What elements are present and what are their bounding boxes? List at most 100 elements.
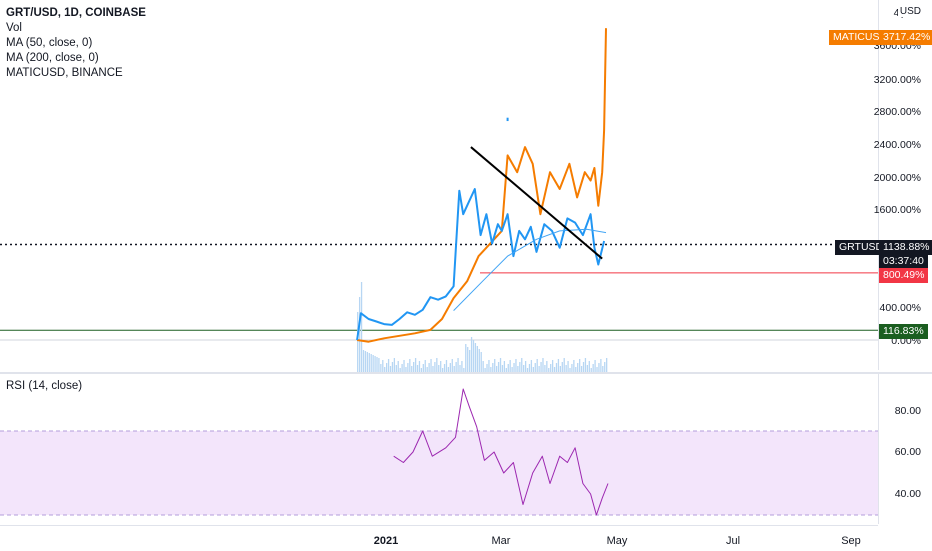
- volume-bar: [391, 362, 394, 372]
- volume-bar: [441, 368, 444, 372]
- volume-bar: [488, 360, 490, 372]
- volume-bar: [551, 360, 554, 372]
- legend-item-ma50[interactable]: MA (50, close, 0): [6, 37, 93, 49]
- volume-bar: [368, 353, 370, 372]
- volume-bar: [445, 360, 448, 372]
- price-tick: 400.00%: [879, 302, 921, 314]
- volume-bar: [484, 368, 486, 372]
- volume-bar: [449, 363, 451, 372]
- grtusd-name-badge: GRTUSD: [835, 240, 888, 255]
- volume-bar: [465, 344, 467, 372]
- volume-bar: [592, 364, 594, 372]
- volume-bar: [399, 368, 401, 372]
- volume-bar: [513, 363, 515, 372]
- volume-bar: [565, 365, 567, 372]
- volume-bar: [360, 282, 363, 372]
- legend-item-volume[interactable]: Vol: [6, 22, 22, 34]
- volume-bar: [542, 358, 544, 372]
- volume-bar: [526, 368, 529, 372]
- legend-item-compare-matic[interactable]: MATICUSD, BINANCE: [6, 67, 123, 79]
- volume-bar: [530, 360, 533, 372]
- volume-bar: [463, 368, 465, 372]
- volume-bar: [413, 362, 415, 372]
- rsi-band: [0, 431, 878, 515]
- volume-bar: [486, 364, 488, 372]
- volume-bar: [567, 361, 569, 372]
- volume-bar: [401, 364, 403, 372]
- volume-bar: [577, 363, 579, 372]
- volume-bar: [459, 365, 461, 372]
- chart-svg[interactable]: [0, 0, 878, 525]
- volume-bar: [538, 366, 540, 372]
- volume-bar: [470, 337, 473, 372]
- volume-bar: [422, 364, 424, 372]
- volume-bar: [586, 365, 589, 372]
- axis-unit-label[interactable]: USD: [897, 6, 923, 17]
- volume-bar: [582, 362, 585, 372]
- volume-bar: [497, 362, 500, 372]
- volume-bar: [372, 355, 374, 372]
- volume-bar: [376, 357, 378, 372]
- rsi-tick: 60.00: [894, 446, 921, 458]
- price-tick: 2000.00%: [873, 172, 921, 184]
- volume-bar: [600, 359, 602, 372]
- volume-bar: [559, 366, 561, 372]
- volume-bar: [588, 361, 590, 372]
- price-tick: 2400.00%: [873, 139, 921, 151]
- volume-bar: [503, 361, 506, 372]
- volume-bar: [571, 364, 573, 372]
- volume-bar: [540, 362, 542, 372]
- level-red-badge: 800.49%: [879, 268, 929, 283]
- volume-bar: [546, 361, 548, 372]
- volume-bar: [536, 359, 538, 372]
- grtusd-value-badge: 1138.88%: [879, 240, 932, 255]
- series-line-rsi: [393, 388, 609, 516]
- volume-bar: [563, 358, 565, 372]
- time-label: Sep: [841, 535, 861, 547]
- volume-bar: [557, 359, 560, 372]
- drawn-trendline: [470, 146, 603, 260]
- chart-legend: GRT/USD, 1D, COINBASE Vol MA (50, close,…: [6, 6, 146, 81]
- volume-bar: [380, 364, 382, 372]
- volume-bar: [386, 363, 388, 372]
- volume-bar: [409, 359, 411, 372]
- volume-bar: [358, 297, 361, 372]
- volume-bar: [453, 366, 455, 372]
- volume-bar: [517, 366, 519, 372]
- volume-bar: [511, 367, 513, 372]
- volume-bar: [580, 366, 583, 372]
- volume-bar: [553, 367, 556, 372]
- volume-bar: [457, 358, 459, 372]
- volume-bar: [443, 364, 446, 372]
- volume-bar: [384, 367, 386, 372]
- volume-bar: [590, 368, 592, 372]
- volume-bar: [544, 365, 546, 372]
- volume-bar: [515, 359, 517, 372]
- time-axis[interactable]: 2021 Mar May Jul Sep: [0, 525, 878, 551]
- volume-bar: [366, 352, 368, 372]
- volume-bar: [480, 352, 482, 372]
- volume-bar: [478, 349, 480, 372]
- volume-bar: [499, 358, 502, 372]
- volume-bar: [534, 363, 536, 372]
- volume-bar: [426, 367, 428, 372]
- volume-bar: [523, 365, 525, 372]
- volume-bar: [438, 365, 440, 372]
- volume-bar: [528, 364, 531, 372]
- price-axis[interactable]: 4( USD 3600.00% 3200.00% 2800.00% 2400.0…: [829, 0, 932, 370]
- pane-separator[interactable]: [0, 372, 932, 374]
- volume-bar: [420, 368, 423, 372]
- volume-bar: [507, 364, 509, 372]
- rsi-legend[interactable]: RSI (14, close): [6, 380, 83, 392]
- legend-item-ma200[interactable]: MA (200, close, 0): [6, 52, 99, 64]
- time-label: 2021: [373, 535, 399, 547]
- rsi-axis[interactable]: 80.00 60.00 40.00: [878, 374, 932, 524]
- volume-bar: [596, 367, 598, 372]
- time-label: Jul: [725, 535, 741, 547]
- price-tick: 1600.00%: [873, 204, 921, 216]
- volume-bar: [428, 363, 430, 372]
- symbol-title[interactable]: GRT/USD, 1D, COINBASE: [6, 7, 146, 19]
- volume-bar: [389, 366, 392, 372]
- volume-bar: [492, 363, 494, 372]
